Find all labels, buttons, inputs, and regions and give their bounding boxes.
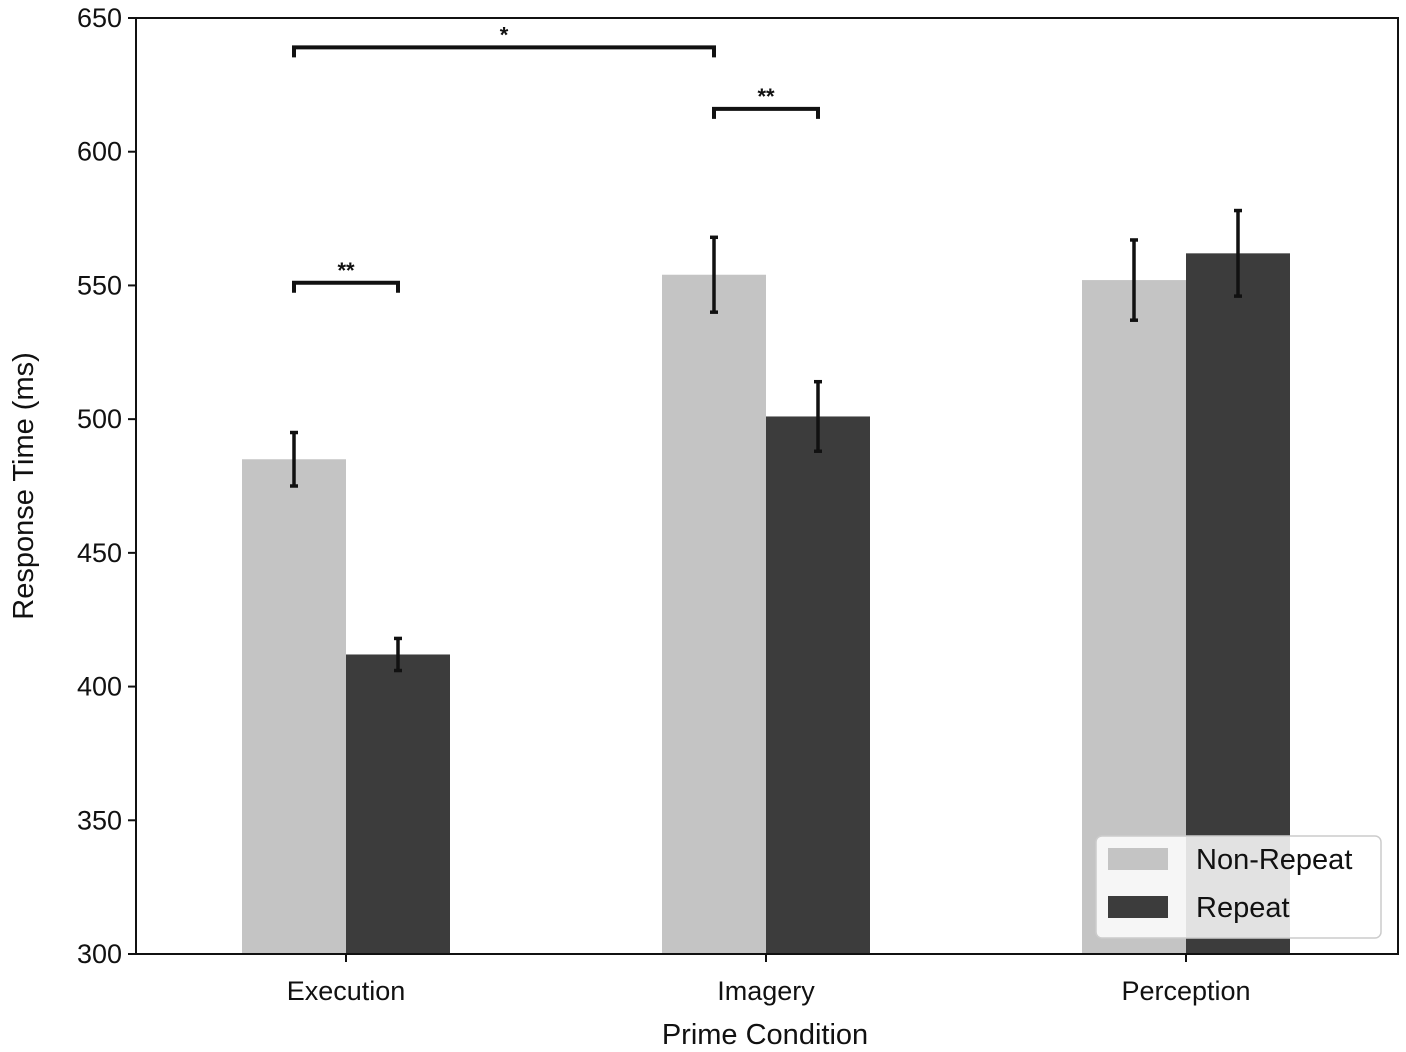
legend-label-repeat: Repeat: [1196, 892, 1290, 924]
bar-repeat-imagery: [766, 416, 870, 954]
significance-label-1: **: [337, 258, 355, 283]
significance-bracket-1: [292, 280, 400, 293]
x-tick-label-perception: Perception: [1121, 976, 1250, 1006]
significance-label-2: **: [757, 84, 775, 109]
y-tick-label-550: 550: [77, 270, 122, 300]
error-bar-repeat-execution: [394, 636, 402, 673]
x-tick-label-imagery: Imagery: [717, 976, 815, 1006]
y-tick-label-350: 350: [77, 805, 122, 835]
legend-swatch-repeat: [1108, 896, 1168, 918]
error-bar-repeat-perception: [1234, 208, 1242, 298]
significance-bracket-2: [712, 106, 820, 119]
y-tick-label-600: 600: [77, 137, 122, 167]
legend-label-non-repeat: Non-Repeat: [1196, 844, 1352, 876]
error-bar-non-repeat-perception: [1130, 238, 1138, 322]
bar-non-repeat-imagery: [662, 274, 766, 954]
legend: Non-Repeat Repeat: [1095, 835, 1382, 939]
y-axis: 300 350 400 450 500 550 600 650: [77, 3, 136, 969]
y-tick-label-650: 650: [77, 3, 122, 33]
bars-layer: [242, 253, 1290, 955]
significance-bracket-3: [292, 45, 716, 58]
error-bar-repeat-imagery: [814, 379, 822, 453]
y-tick-label-400: 400: [77, 672, 122, 702]
x-axis-title: Prime Condition: [662, 1019, 868, 1051]
significance-label-3: *: [500, 22, 509, 47]
y-tick-label-450: 450: [77, 538, 122, 568]
y-tick-label-300: 300: [77, 939, 122, 969]
bar-repeat-execution: [346, 654, 450, 954]
error-bar-non-repeat-imagery: [710, 235, 718, 314]
x-axis: Execution Imagery Perception: [287, 954, 1251, 1006]
significance-layer: *****: [292, 22, 820, 293]
error-bar-non-repeat-execution: [290, 430, 298, 488]
error-bars-layer: [290, 208, 1242, 673]
y-axis-title: Response Time (ms): [8, 352, 40, 620]
y-tick-label-500: 500: [77, 404, 122, 434]
x-tick-label-execution: Execution: [287, 976, 406, 1006]
bar-non-repeat-execution: [242, 459, 346, 954]
legend-swatch-non-repeat: [1108, 848, 1168, 870]
